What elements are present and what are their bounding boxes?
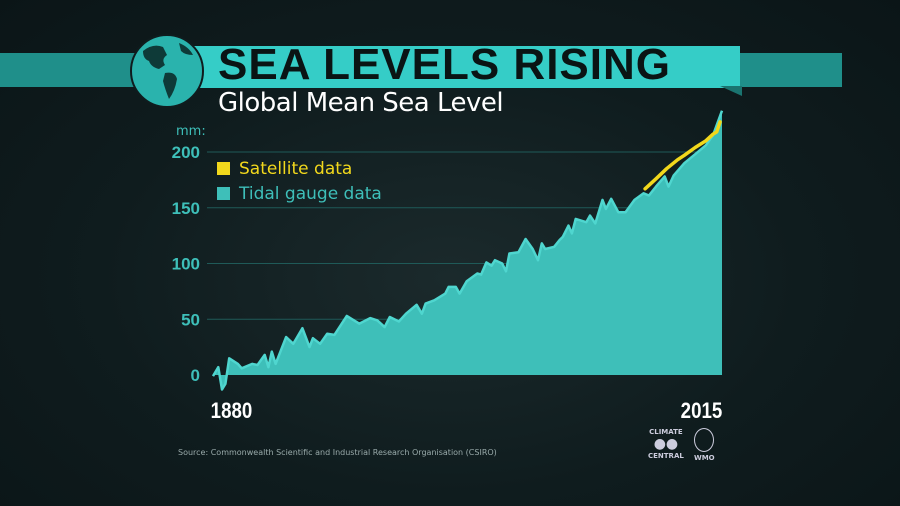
x-tick-start: 1880	[210, 398, 253, 423]
chart-subtitle: Global Mean Sea Level	[218, 88, 504, 118]
banner-fold	[720, 86, 742, 96]
y-axis-unit: mm:	[176, 124, 206, 139]
logo-text-top: CLIMATE	[649, 428, 683, 436]
legend-item-tidal: Tidal gauge data	[217, 181, 382, 206]
satellite-line	[643, 120, 722, 191]
legend-swatch-satellite	[217, 162, 230, 175]
wmo-text: WMO	[694, 454, 715, 462]
x-tick-end: 2015	[680, 398, 723, 423]
logo-text-bottom: CENTRAL	[648, 452, 684, 460]
tidal-gauge-line	[211, 110, 724, 391]
globe-icon	[130, 34, 204, 108]
tidal-gauge-area	[213, 110, 722, 390]
legend-label-satellite: Satellite data	[239, 158, 353, 179]
y-tick-label: 150	[172, 199, 200, 218]
logo-mark: ●●	[653, 436, 679, 452]
source-note: Source: Commonwealth Scientific and Indu…	[178, 448, 497, 457]
y-tick-label: 50	[181, 310, 200, 329]
y-tick-label: 0	[191, 366, 200, 385]
y-tick-label: 100	[172, 255, 200, 274]
wmo-emblem	[694, 428, 715, 452]
title-banner	[190, 46, 740, 88]
wmo-logo: WMO	[694, 428, 715, 462]
legend: Satellite data Tidal gauge data	[217, 156, 382, 206]
legend-swatch-tidal	[217, 187, 230, 200]
legend-item-satellite: Satellite data	[217, 156, 382, 181]
y-tick-label: 200	[172, 143, 200, 162]
page-title: SEA LEVELS RISING	[218, 40, 672, 89]
climate-central-logo: CLIMATE ●● CENTRAL	[648, 428, 684, 460]
legend-label-tidal: Tidal gauge data	[239, 183, 382, 204]
